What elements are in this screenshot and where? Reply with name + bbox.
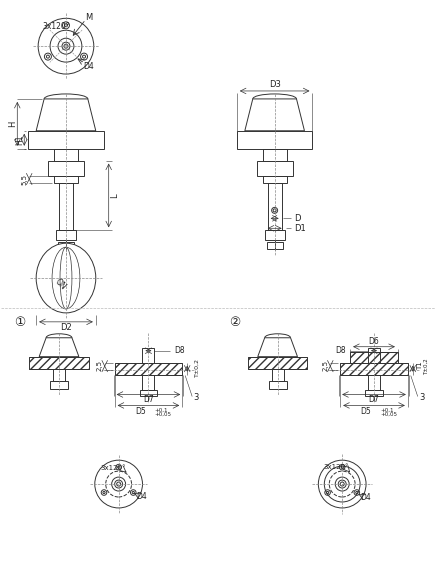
Bar	[248, 357, 307, 369]
Text: 3: 3	[419, 393, 424, 402]
Text: ON: ON	[53, 277, 67, 291]
Text: ①: ①	[14, 316, 25, 329]
Text: 5,5: 5,5	[21, 173, 27, 184]
Text: 3x120°: 3x120°	[42, 22, 70, 31]
Text: D7: D7	[143, 395, 154, 404]
Text: D5: D5	[361, 407, 371, 416]
Bar	[340, 362, 408, 375]
Text: T±0,2: T±0,2	[194, 358, 200, 377]
Bar	[368, 348, 380, 362]
Text: 3x120°: 3x120°	[324, 464, 349, 470]
Text: D6: D6	[368, 337, 379, 346]
Bar	[263, 176, 286, 183]
Text: +0,05: +0,05	[380, 412, 397, 417]
Bar	[115, 362, 182, 375]
Polygon shape	[39, 338, 79, 357]
Bar	[368, 375, 380, 390]
Text: 3: 3	[194, 393, 199, 402]
Bar	[269, 380, 286, 388]
Bar	[59, 183, 73, 230]
Text: H1: H1	[15, 135, 24, 145]
Bar	[54, 149, 78, 161]
Text: D4: D4	[83, 62, 94, 71]
Bar	[263, 149, 286, 161]
Text: D8: D8	[174, 346, 185, 355]
Polygon shape	[258, 338, 297, 357]
Text: H: H	[8, 121, 17, 127]
Text: 2,5: 2,5	[97, 360, 103, 371]
Text: T1: T1	[417, 361, 423, 370]
Bar	[265, 230, 285, 240]
Text: D2: D2	[60, 323, 72, 332]
Text: L: L	[110, 193, 119, 198]
Ellipse shape	[36, 243, 96, 313]
Bar	[365, 390, 383, 397]
Bar	[237, 131, 313, 149]
Text: +0,05: +0,05	[154, 412, 171, 417]
Text: D8: D8	[336, 346, 346, 355]
Bar	[272, 369, 283, 380]
Polygon shape	[245, 99, 304, 131]
Text: +0,1: +0,1	[154, 408, 168, 413]
Bar	[143, 375, 154, 390]
Text: M: M	[85, 13, 92, 22]
Text: D5: D5	[135, 407, 146, 416]
Polygon shape	[36, 99, 96, 131]
Bar	[48, 161, 84, 176]
Text: D3: D3	[269, 80, 281, 90]
Bar	[257, 161, 293, 176]
Bar	[143, 348, 154, 362]
Text: D1: D1	[294, 224, 306, 233]
Text: D7: D7	[368, 395, 379, 404]
Text: 2,5: 2,5	[322, 360, 328, 371]
Bar	[56, 230, 76, 240]
Bar	[58, 242, 74, 249]
Bar	[54, 176, 78, 183]
Bar	[50, 380, 68, 388]
Text: +0,1: +0,1	[380, 408, 393, 413]
Text: ②: ②	[229, 316, 241, 329]
Text: 3x120°: 3x120°	[100, 465, 126, 471]
Bar	[350, 351, 398, 362]
Bar	[267, 242, 283, 249]
Text: T±0,2: T±0,2	[424, 358, 429, 375]
Bar	[268, 183, 282, 230]
Bar	[140, 390, 157, 397]
Bar	[28, 131, 104, 149]
Bar	[53, 369, 65, 380]
Bar	[29, 357, 89, 369]
Text: D4: D4	[136, 492, 147, 502]
Text: D4: D4	[361, 494, 371, 502]
Text: D: D	[294, 214, 301, 223]
